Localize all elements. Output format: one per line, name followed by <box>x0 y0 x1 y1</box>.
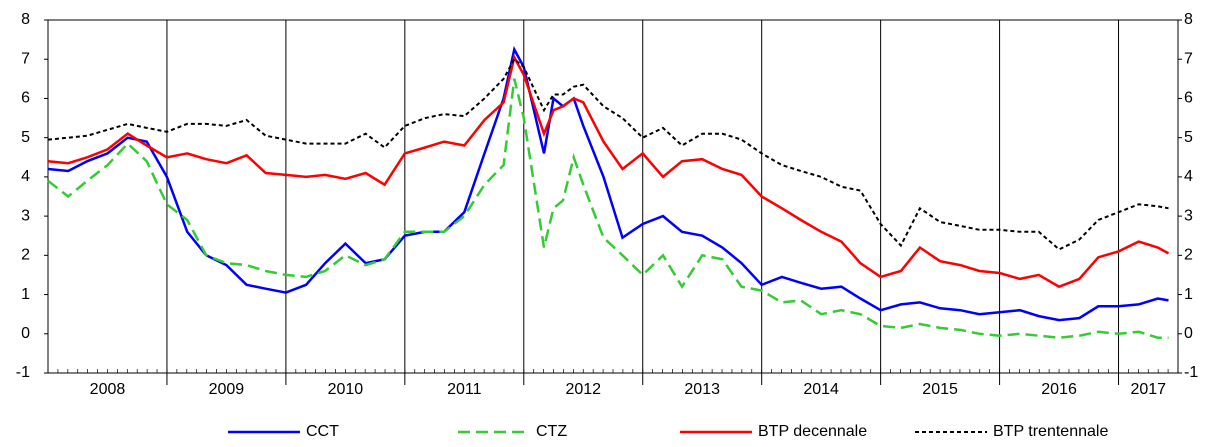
y2-tick-label: 6 <box>1184 90 1193 107</box>
y-tick-label: 4 <box>21 168 30 185</box>
x-tick-label: 2014 <box>803 381 839 398</box>
x-tick-label: 2009 <box>209 381 245 398</box>
y2-tick-label: 0 <box>1184 325 1193 342</box>
series-line <box>47 78 1169 339</box>
y2-tick-label: 7 <box>1184 50 1193 67</box>
legend-label: CTZ <box>536 423 567 440</box>
y2-tick-label: 8 <box>1184 11 1193 28</box>
series-line <box>47 45 1169 322</box>
series-line <box>47 53 1170 289</box>
y-tick-label: 8 <box>21 11 30 28</box>
y-tick-label: 5 <box>21 129 30 146</box>
x-tick-label: 2008 <box>90 381 126 398</box>
x-tick-label: 2013 <box>684 381 720 398</box>
x-tick-label: 2015 <box>922 381 958 398</box>
series-line <box>47 57 1169 251</box>
y-tick-label: 7 <box>21 50 30 67</box>
y2-tick-label: -1 <box>1184 364 1198 381</box>
x-tick-label: 2016 <box>1041 381 1077 398</box>
y-tick-label: 0 <box>21 325 30 342</box>
y2-tick-label: 1 <box>1184 286 1193 303</box>
y-tick-label: 1 <box>21 286 30 303</box>
legend-label: BTP trentennale <box>993 423 1108 440</box>
y-tick-label: 2 <box>21 247 30 264</box>
y-tick-label: -1 <box>16 364 30 381</box>
x-tick-label: 2010 <box>328 381 364 398</box>
x-tick-label: 2012 <box>565 381 601 398</box>
y2-tick-label: 3 <box>1184 207 1193 224</box>
legend-label: BTP decennale <box>758 423 867 440</box>
y2-tick-label: 5 <box>1184 129 1193 146</box>
y-tick-label: 3 <box>21 207 30 224</box>
plot-frame <box>47 19 1179 374</box>
x-tick-label: 2017 <box>1130 381 1166 398</box>
legend-label: CCT <box>306 423 339 440</box>
x-tick-label: 2011 <box>447 381 482 398</box>
y-tick-label: 6 <box>21 90 30 107</box>
y2-tick-label: 2 <box>1184 247 1193 264</box>
y2-tick-label: 4 <box>1184 168 1193 185</box>
